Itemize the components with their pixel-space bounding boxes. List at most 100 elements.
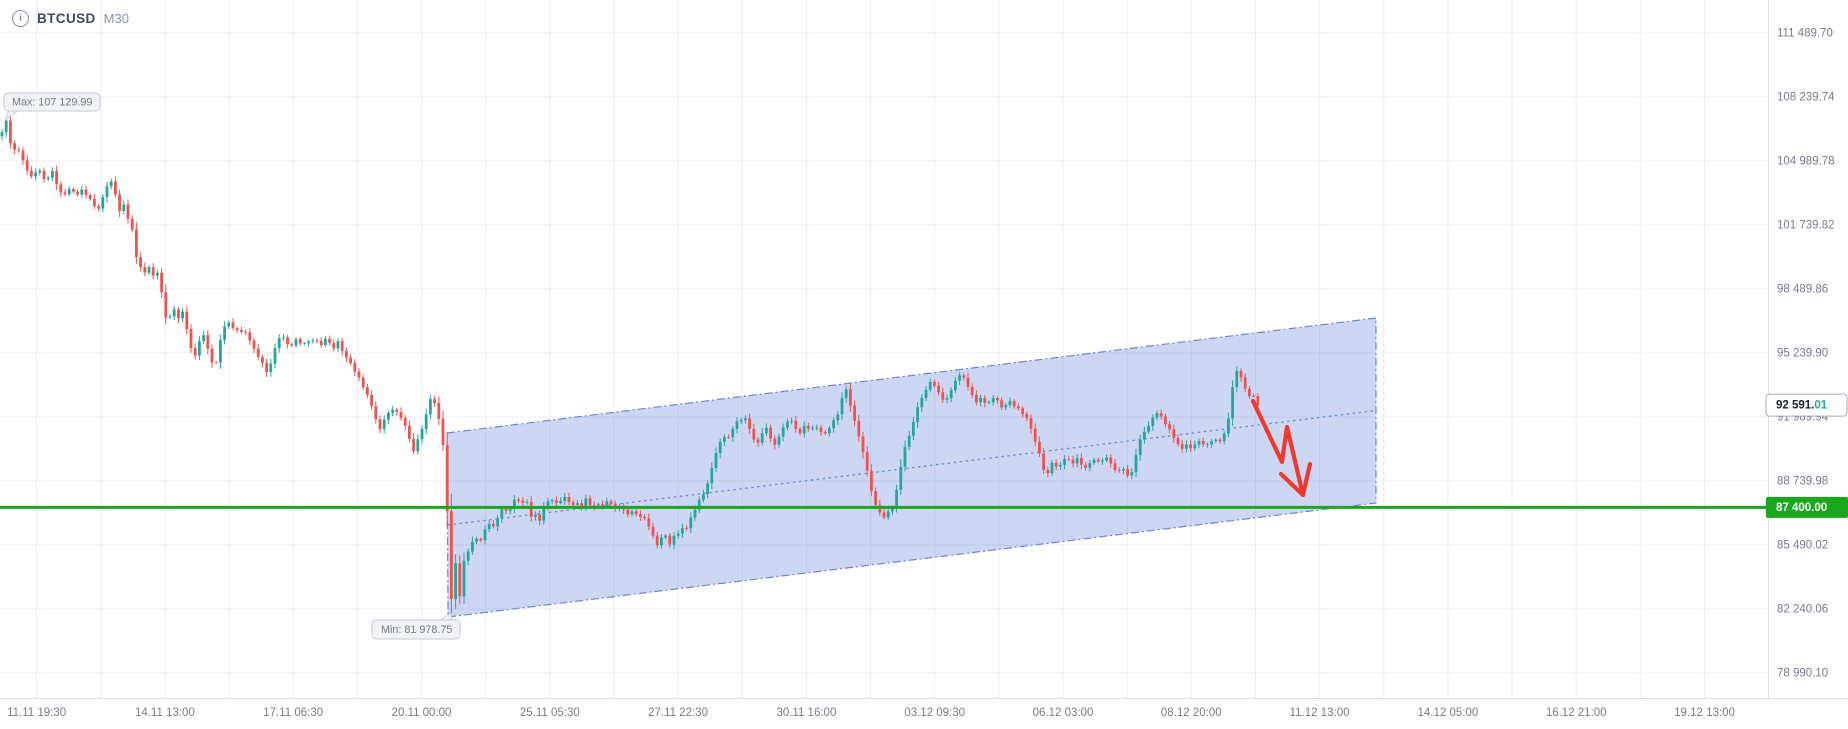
channel-area[interactable] (446, 317, 1377, 618)
min-price-tooltip: Min: 81 978.75 (371, 612, 461, 640)
candle-body (928, 381, 932, 390)
candle-body (723, 437, 726, 442)
candle-body (1243, 377, 1247, 389)
candle-body (735, 421, 739, 429)
candle-body (861, 436, 865, 453)
y-axis-label: 78 990.10 (1777, 667, 1828, 679)
x-axis-label: 20.11 00:00 (392, 707, 452, 719)
candle-body (823, 432, 827, 434)
candle-body (13, 143, 16, 150)
candle-body (210, 348, 214, 363)
candle-wick (509, 507, 511, 515)
candle-body (256, 348, 260, 357)
candle-body (118, 194, 121, 212)
candle-body (51, 170, 54, 178)
candle-body (1008, 401, 1012, 406)
candle-body (1143, 431, 1146, 440)
candle-body (521, 500, 525, 503)
candle-body (563, 497, 567, 501)
candle-body (912, 422, 915, 436)
candle-body (248, 332, 252, 341)
candle-body (676, 533, 680, 536)
candle-body (513, 499, 516, 510)
candle-body (1109, 457, 1113, 464)
candle-body (807, 425, 810, 429)
y-axis-label: 104 989.78 (1777, 155, 1835, 167)
candle-body (387, 412, 390, 420)
candle-body (744, 418, 747, 421)
candle-body (1101, 460, 1104, 462)
candle-body (1096, 459, 1100, 462)
candle-body (689, 517, 693, 529)
candle-body (844, 389, 848, 399)
candle-body (475, 538, 478, 542)
candle-body (962, 375, 966, 378)
candle-body (395, 409, 399, 412)
candle-body (634, 511, 638, 515)
candle-body (710, 468, 714, 484)
candle-body (361, 377, 365, 388)
y-axis-label: 111 489.70 (1777, 27, 1833, 39)
candle-body (979, 397, 982, 403)
candle-body (651, 526, 655, 536)
candle-body (882, 512, 886, 518)
candle-body (67, 189, 71, 195)
candle-body (819, 427, 823, 433)
candle-body (895, 489, 898, 508)
candle-body (403, 418, 407, 426)
candle-body (298, 339, 302, 344)
candle-body (357, 371, 361, 378)
candle-body (576, 503, 579, 506)
candle-body (17, 149, 21, 151)
candle-body (1038, 441, 1041, 454)
candle-body (261, 356, 264, 363)
candle-body (1059, 464, 1062, 467)
candle-body (1248, 388, 1251, 396)
candle-body (416, 439, 420, 452)
candle-body (0, 132, 4, 136)
candle-body (336, 341, 340, 349)
trend-arrow-drawing[interactable] (1250, 398, 1313, 498)
price-channel-drawing[interactable] (446, 317, 1377, 618)
symbol-title[interactable]: BTCUSD (37, 11, 96, 26)
candle-body (38, 170, 42, 173)
candle-body (865, 452, 869, 471)
candle-body (1025, 414, 1029, 419)
candle-body (156, 272, 159, 276)
candle-body (177, 309, 180, 319)
candle-wick (1253, 393, 1255, 398)
x-axis-label: 30.11 16:00 (776, 707, 836, 719)
candle-body (693, 509, 697, 518)
candle-body (916, 407, 919, 423)
candle-body (1092, 459, 1096, 464)
candle-wick (812, 425, 814, 431)
arrow-head-icon (1278, 461, 1313, 498)
candle-body (1134, 455, 1138, 473)
candle-body (949, 390, 953, 399)
candle-body (626, 509, 630, 515)
candle-body (349, 357, 352, 363)
candle-body (937, 385, 940, 393)
candle-body (832, 420, 835, 429)
candle-body (987, 402, 991, 404)
price-scale[interactable] (1768, 0, 1848, 729)
candle-body (101, 197, 105, 209)
candle-body (126, 204, 130, 219)
y-axis-label: 95 239.90 (1777, 347, 1828, 359)
candle-body (1206, 444, 1209, 446)
candle-body (294, 339, 298, 346)
candle-body (319, 340, 323, 345)
candle-body (1042, 453, 1045, 470)
candle-wick (64, 188, 66, 197)
candle-body (920, 397, 924, 408)
candle-body (970, 386, 974, 396)
info-icon[interactable]: i (12, 10, 29, 27)
candle-body (991, 398, 995, 403)
candle-body (1252, 395, 1255, 397)
candle-body (765, 427, 768, 434)
time-scale[interactable] (0, 698, 1848, 729)
candle-body (1201, 441, 1205, 445)
y-axis-label: 85 490.02 (1777, 539, 1828, 551)
candle-body (886, 511, 890, 518)
